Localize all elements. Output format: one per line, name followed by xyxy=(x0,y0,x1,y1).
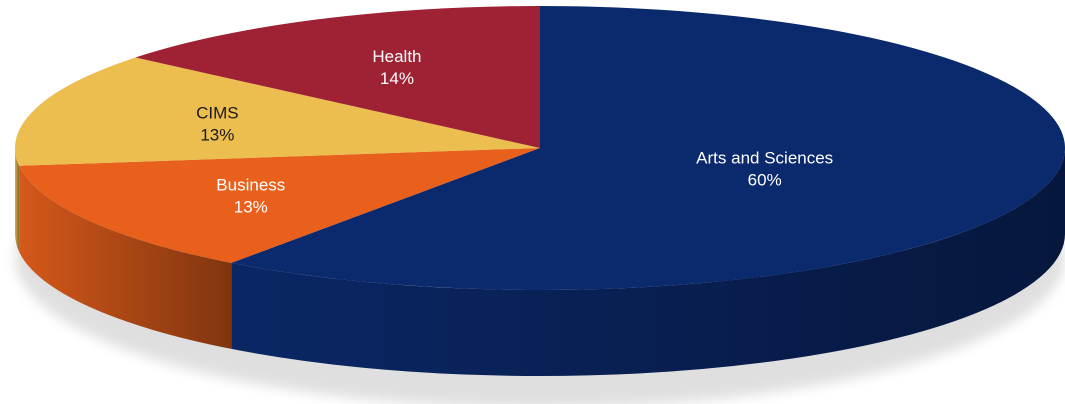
slice-business xyxy=(19,148,541,263)
slice-label-business: Business xyxy=(216,175,285,194)
slice-label-arts-and-sciences: Arts and Sciences xyxy=(696,149,833,168)
slice-label-health: Health xyxy=(372,47,421,66)
slice-value-arts-and-sciences: 60% xyxy=(748,171,782,190)
pie-tops xyxy=(15,6,1065,290)
slice-side-cims xyxy=(15,148,20,252)
slice-arts-and-sciences xyxy=(231,6,1065,290)
slice-cims xyxy=(15,57,541,166)
pie-sides xyxy=(15,148,1065,376)
slice-value-health: 14% xyxy=(380,69,414,88)
slice-value-cims: 13% xyxy=(200,126,234,145)
slice-health xyxy=(135,6,541,148)
pie-labels: Arts and Sciences 60% Business 13% CIMS 13% He… xyxy=(196,47,833,216)
slice-side-business xyxy=(19,165,232,349)
slice-side-arts-and-sciences xyxy=(231,148,1065,376)
slice-value-business: 13% xyxy=(234,197,268,216)
slice-label-cims: CIMS xyxy=(196,104,239,123)
